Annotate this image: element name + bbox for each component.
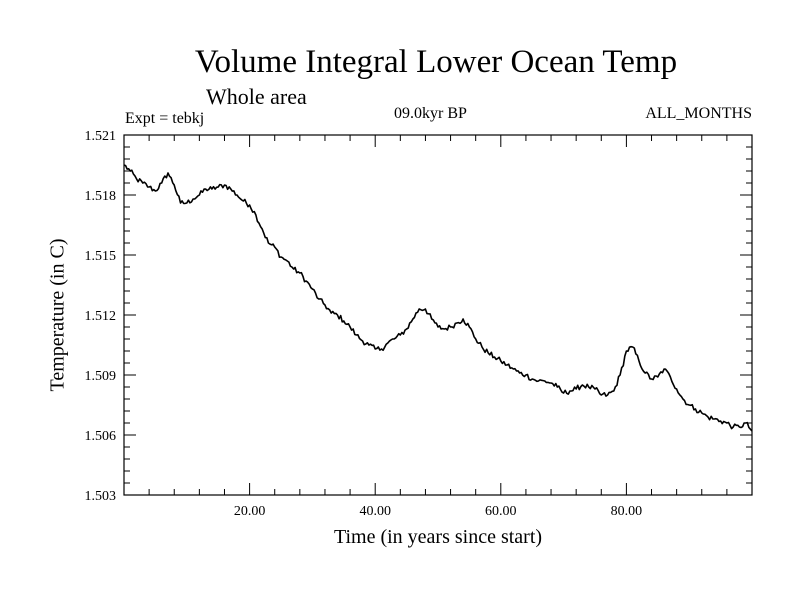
plot-frame	[123, 134, 753, 496]
x-tick-label: 60.00	[485, 504, 517, 519]
x-tick-label: 80.00	[611, 504, 643, 519]
period-label: 09.0kyr BP	[394, 105, 467, 122]
y-tick-label: 1.521	[85, 129, 117, 144]
y-tick-label: 1.518	[85, 189, 117, 204]
y-tick-label: 1.515	[85, 249, 117, 264]
chart-subtitle: Whole area	[206, 84, 307, 109]
y-tick-label: 1.509	[85, 369, 117, 384]
experiment-label: Expt = tebkj	[125, 110, 205, 127]
temperature-series-line	[123, 164, 753, 432]
x-tick-label: 20.00	[234, 504, 266, 519]
axis-ticks: 20.00 40.00 60.00 80.00 1.503 1.506 1.509 1.512…	[85, 129, 752, 519]
months-label: ALL_MONTHS	[645, 105, 752, 122]
y-tick-label: 1.506	[85, 429, 117, 444]
x-axis-label: Time (in years since start)	[333, 526, 543, 548]
chart-title: Volume Integral Lower Ocean Temp	[194, 44, 678, 80]
x-tick-label: 40.00	[359, 504, 391, 519]
y-tick-label: 1.512	[85, 309, 117, 324]
y-tick-label: 1.503	[85, 489, 117, 504]
